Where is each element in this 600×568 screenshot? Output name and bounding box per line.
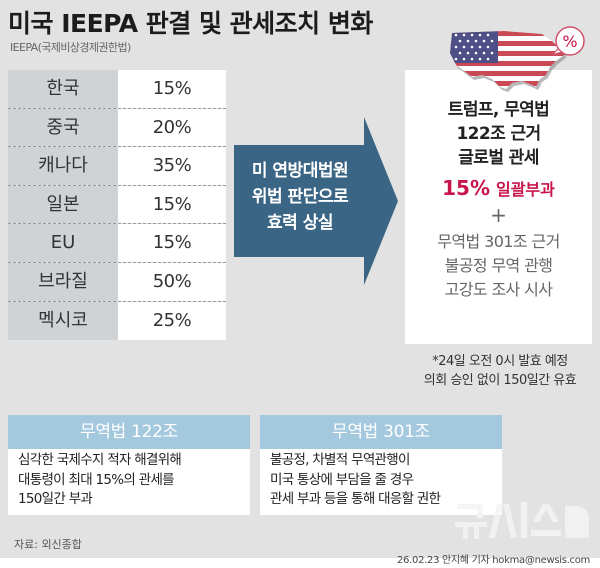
tariff-rate: 25% [118, 301, 226, 341]
law-description: 심각한 국제수지 적자 해결위해 대통령이 최대 15%의 관세를 150일간 … [8, 449, 250, 515]
country-name: 멕시코 [8, 301, 118, 341]
source-label: 자료: 외신종합 [14, 538, 82, 551]
footnote-line: *24일 오전 0시 발효 예정 [432, 354, 568, 369]
table-row: 한국 15% [8, 70, 226, 109]
law-body-line: 관세 부과 등을 통해 대응할 권한 [270, 491, 441, 507]
sub-line: 고강도 조사 시사 [444, 280, 553, 299]
law-body-line: 불공정, 차별적 무역관행이 [270, 452, 410, 468]
page-subtitle: IEEPA(국제비상경제권한법) [10, 41, 131, 54]
country-name: 중국 [8, 108, 118, 147]
arrow-line: 위법 판단으로 [251, 187, 349, 207]
table-row: 브라질 50% [8, 262, 226, 302]
footnote-line: 의회 승인 없이 150일간 유효 [423, 373, 577, 388]
tariff-rate: 20% [118, 108, 226, 147]
table-row: 멕시코 25% [8, 301, 226, 341]
us-flag-map-icon: % [450, 26, 585, 92]
highlight-rate: 15% [442, 176, 490, 200]
byline-credit: 26.02.23 안지혜 기자 hokma@newsis.com [397, 555, 590, 566]
law-description: 불공정, 차별적 무역관행이 미국 통상에 부담을 줄 경우 관세 부과 등을 … [260, 449, 502, 515]
plus-icon: + [490, 203, 507, 227]
law-title: 무역법 122조 [8, 415, 250, 449]
main-line: 122조 근거 [456, 124, 541, 144]
tariff-rate: 15% [118, 70, 226, 108]
sub-line: 불공정 무역 관행 [444, 256, 553, 275]
page-title: 미국 IEEPA 판결 및 관세조치 변화 [8, 9, 373, 38]
tariff-rate: 35% [118, 147, 226, 185]
country-tariff-table: 한국 15% 중국 20% 캐나다 35% 일본 15% EU 15% 브라질 … [8, 70, 226, 341]
law-body-line: 미국 통상에 부담을 줄 경우 [270, 471, 414, 488]
main-policy-text: 트럼프, 무역법 122조 근거 글로벌 관세 [405, 98, 592, 170]
law-box-301: 무역법 301조 불공정, 차별적 무역관행이 미국 통상에 부담을 줄 경우 … [260, 415, 502, 515]
newsis-watermark-logo [455, 502, 589, 539]
main-line: 트럼프, 무역법 [447, 100, 550, 120]
tariff-rate: 15% [118, 185, 226, 224]
country-name: EU [8, 224, 118, 262]
law-body-line: 대통령이 최대 15%의 관세를 [18, 471, 175, 488]
percent-badge: % [562, 32, 577, 51]
tariff-rate: 15% [118, 224, 226, 262]
tariff-rate: 50% [118, 262, 226, 301]
arrow-label: 미 연방대법원 위법 판단으로 효력 상실 [236, 158, 364, 236]
arrow-line: 효력 상실 [267, 213, 333, 233]
tariff-highlight: 15% 일괄부과 [405, 176, 592, 200]
country-name: 캐나다 [8, 147, 118, 185]
table-row: 캐나다 35% [8, 147, 226, 186]
highlight-label: 일괄부과 [495, 180, 555, 199]
sub-policy-text: 무역법 301조 근거 불공정 무역 관행 고강도 조사 시사 [405, 230, 592, 302]
table-row: EU 15% [8, 224, 226, 263]
country-name: 일본 [8, 185, 118, 224]
country-name: 브라질 [8, 262, 118, 301]
right-arrow-icon [234, 117, 398, 285]
law-body-line: 150일간 부과 [18, 491, 93, 507]
footnote: *24일 오전 0시 발효 예정 의회 승인 없이 150일간 유효 [400, 352, 600, 390]
main-line: 글로벌 관세 [458, 148, 539, 168]
law-body-line: 심각한 국제수지 적자 해결위해 [18, 452, 182, 468]
sub-line: 무역법 301조 근거 [437, 232, 560, 251]
table-row: 일본 15% [8, 185, 226, 225]
law-box-122: 무역법 122조 심각한 국제수지 적자 해결위해 대통령이 최대 15%의 관… [8, 415, 250, 515]
policy-summary-box: 트럼프, 무역법 122조 근거 글로벌 관세 15% 일괄부과 + 무역법 30… [405, 70, 592, 344]
arrow-line: 미 연방대법원 [251, 161, 349, 181]
law-title: 무역법 301조 [260, 415, 502, 449]
footer-band [0, 558, 600, 568]
table-row: 중국 20% [8, 108, 226, 148]
country-name: 한국 [8, 70, 118, 108]
